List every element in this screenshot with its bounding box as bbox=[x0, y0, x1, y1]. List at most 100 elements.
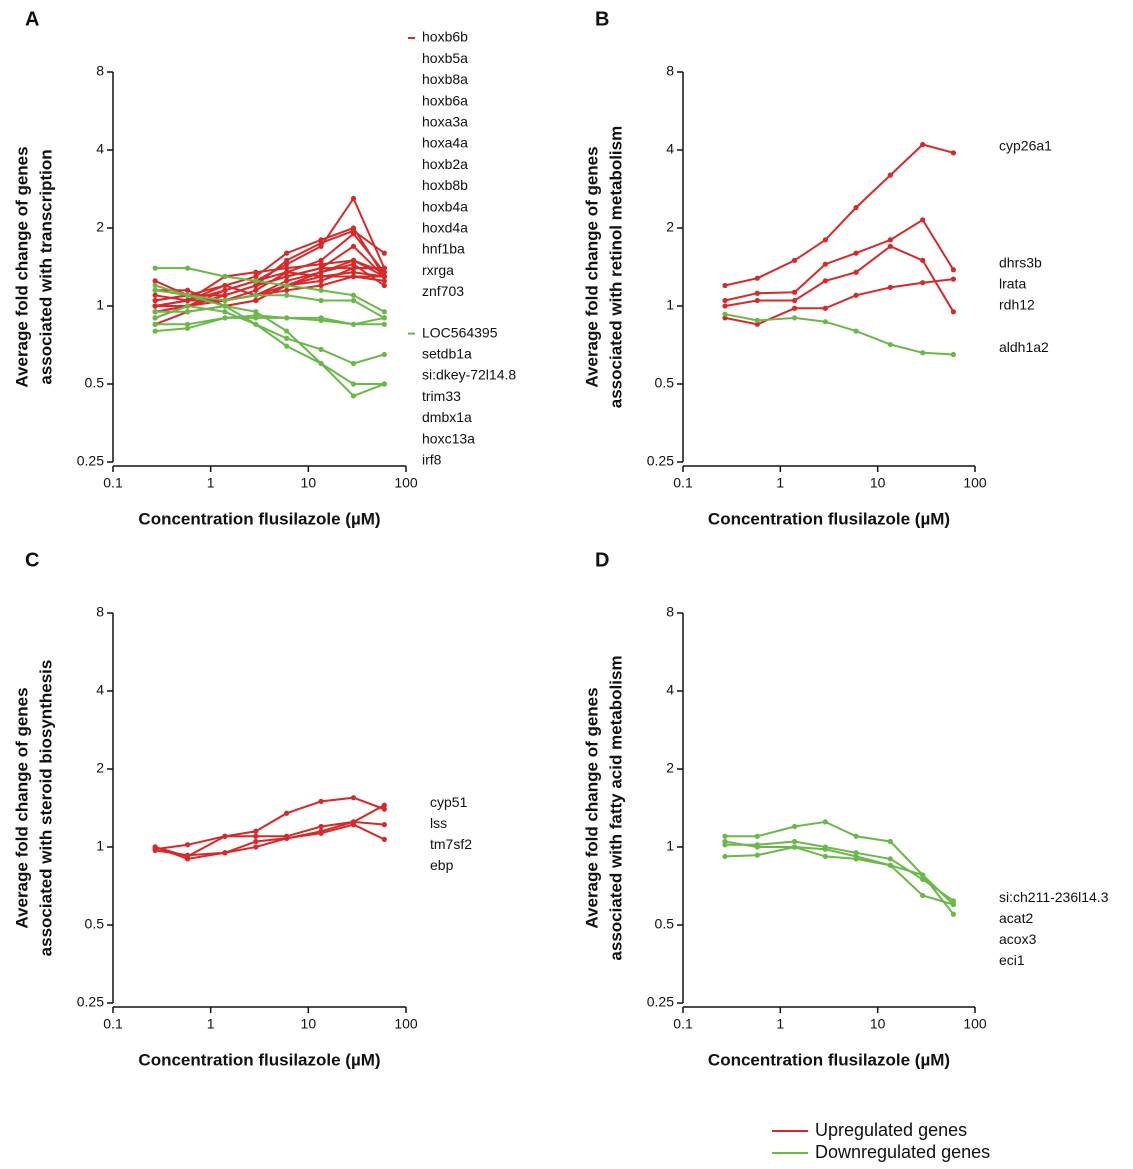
data-point bbox=[184, 297, 191, 304]
series-label: hoxd4a bbox=[422, 220, 468, 236]
legend-label: Upregulated genes bbox=[815, 1120, 967, 1140]
y-tick-label: 1 bbox=[96, 297, 104, 313]
data-point bbox=[381, 269, 387, 275]
series-label: hoxb2a bbox=[422, 156, 468, 172]
series-label: znf703 bbox=[422, 283, 464, 299]
data-line bbox=[154, 823, 385, 857]
data-point bbox=[791, 823, 798, 830]
x-tick-label: 100 bbox=[394, 1016, 418, 1032]
data-point bbox=[253, 309, 259, 315]
data-point bbox=[822, 319, 828, 325]
data-point bbox=[318, 265, 324, 271]
data-point bbox=[350, 225, 357, 231]
data-point bbox=[950, 351, 957, 358]
data-point bbox=[284, 257, 290, 263]
data-point bbox=[318, 798, 324, 804]
data-point bbox=[184, 852, 191, 858]
data-point bbox=[950, 309, 957, 315]
data-point bbox=[222, 833, 228, 839]
data-point bbox=[822, 305, 828, 311]
data-line bbox=[725, 820, 955, 906]
data-point bbox=[950, 150, 957, 156]
data-point bbox=[318, 297, 324, 304]
data-point bbox=[853, 292, 859, 298]
data-point bbox=[284, 282, 290, 289]
data-point bbox=[853, 250, 859, 256]
data-point bbox=[822, 844, 828, 850]
data-point bbox=[222, 315, 228, 321]
data-point bbox=[920, 257, 926, 263]
x-axis-label: Concentration flusilazole (µM) bbox=[138, 1050, 380, 1069]
data-point bbox=[222, 273, 228, 280]
y-tick-label: 1 bbox=[666, 838, 674, 854]
data-line bbox=[155, 316, 385, 326]
data-point bbox=[950, 276, 957, 282]
data-point bbox=[318, 360, 324, 367]
data-point bbox=[381, 806, 387, 812]
data-point bbox=[791, 838, 798, 845]
data-point bbox=[822, 853, 828, 859]
x-tick-label: 100 bbox=[963, 1016, 987, 1032]
series-label: LOC564395 bbox=[422, 324, 498, 340]
data-point bbox=[253, 273, 259, 280]
y-tick-label: 0.25 bbox=[647, 994, 674, 1010]
data-point bbox=[284, 269, 290, 275]
data-point bbox=[318, 287, 324, 293]
data-point bbox=[754, 275, 760, 281]
data-point bbox=[253, 297, 259, 304]
data-point bbox=[722, 297, 728, 304]
data-point bbox=[754, 317, 760, 323]
data-point bbox=[920, 280, 926, 286]
data-point bbox=[318, 830, 324, 836]
data-point bbox=[152, 315, 158, 321]
data-line bbox=[724, 245, 955, 313]
data-point bbox=[253, 292, 259, 298]
data-point bbox=[222, 309, 228, 315]
data-point bbox=[152, 297, 158, 304]
data-point bbox=[950, 911, 957, 917]
series-label: rxrga bbox=[422, 262, 454, 278]
data-point bbox=[152, 292, 158, 298]
y-tick-label: 0.5 bbox=[655, 916, 675, 932]
data-point bbox=[318, 257, 324, 263]
series-label: cyp51 bbox=[430, 794, 468, 810]
y-axis-label: associated with fatty acid metabolism bbox=[606, 655, 625, 960]
data-point bbox=[284, 315, 290, 321]
y-tick-label: 0.5 bbox=[655, 375, 675, 391]
y-axis-label: Average fold change of genes bbox=[12, 146, 31, 387]
series-label: trim33 bbox=[422, 388, 461, 404]
data-line bbox=[154, 820, 385, 860]
data-point bbox=[381, 315, 387, 321]
data-point bbox=[791, 297, 798, 304]
data-point bbox=[284, 273, 290, 280]
data-point bbox=[253, 838, 259, 845]
data-point bbox=[350, 795, 357, 801]
data-point bbox=[152, 847, 158, 854]
data-point bbox=[284, 810, 290, 816]
x-tick-label: 10 bbox=[870, 475, 886, 491]
data-point bbox=[152, 265, 158, 271]
panel: B 0.25 0.5 1 2 4 8 0.1 1 10 100 Concentration flusi… bbox=[582, 8, 1052, 528]
y-tick-label: 4 bbox=[666, 141, 674, 157]
data-point bbox=[381, 309, 387, 315]
data-point bbox=[950, 267, 957, 273]
series-label: hoxc13a bbox=[422, 430, 475, 446]
data-point bbox=[722, 282, 728, 289]
data-point bbox=[152, 278, 158, 284]
data-point bbox=[350, 292, 357, 298]
series-label: hoxb8a bbox=[422, 71, 468, 87]
data-point bbox=[152, 282, 158, 289]
data-point bbox=[791, 289, 798, 295]
data-point bbox=[887, 284, 893, 290]
data-point bbox=[350, 195, 357, 202]
y-axis-label: associated with retinol metabolism bbox=[606, 126, 625, 408]
data-point bbox=[318, 278, 324, 284]
data-point bbox=[318, 282, 324, 289]
data-point bbox=[284, 328, 290, 334]
data-point bbox=[887, 243, 893, 249]
data-point bbox=[887, 341, 893, 348]
y-tick-label: 8 bbox=[666, 63, 674, 79]
legend-label: Downregulated genes bbox=[815, 1142, 990, 1162]
data-point bbox=[184, 287, 191, 293]
data-point bbox=[318, 269, 324, 275]
